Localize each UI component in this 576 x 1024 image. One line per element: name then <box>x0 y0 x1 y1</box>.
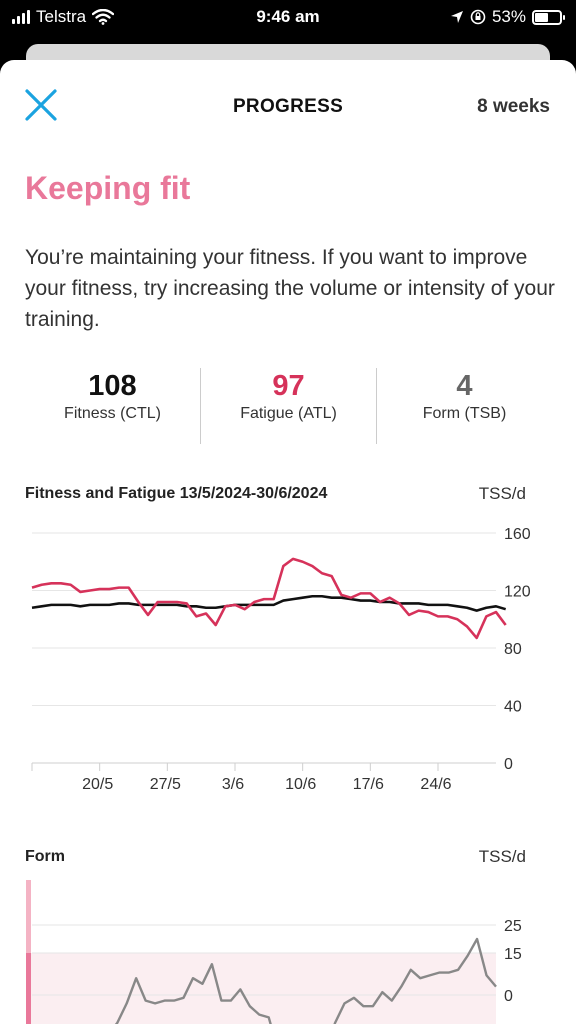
metric-fitness: 108 Fitness (CTL) <box>25 368 200 444</box>
y-tick-label: 25 <box>504 918 522 935</box>
form-chart: 25 15 0 <box>26 880 522 1024</box>
x-tick-label: 20/5 <box>82 776 113 793</box>
form-line <box>114 937 497 1024</box>
orientation-lock-icon <box>470 9 486 25</box>
metric-label: Fatigue (ATL) <box>240 405 337 422</box>
x-tick-label: 10/6 <box>285 776 316 793</box>
carrier: Telstra <box>12 7 115 27</box>
wifi-icon <box>92 9 115 25</box>
metric-form: 4 Form (TSB) <box>376 368 552 444</box>
metric-value: 97 <box>272 370 305 402</box>
status-description: You’re maintaining your fitness. If you … <box>25 246 555 331</box>
training-status-title: Keeping fit <box>25 170 191 206</box>
status-bar: Telstra 9:46 am 53% <box>0 0 576 36</box>
form-zone-marker <box>26 880 31 953</box>
y-tick-label: 15 <box>504 946 522 963</box>
carrier-name: Telstra <box>36 7 87 26</box>
x-tick-label: 17/6 <box>353 776 384 793</box>
fitness-fatigue-chart: 0 40 80 120 160 20/5 27/5 3/6 10/6 17/6 24/6 <box>31 526 531 793</box>
x-tick-label: 24/6 <box>420 776 451 793</box>
close-icon <box>25 89 57 121</box>
fatigue-line <box>31 557 507 640</box>
clock: 9:46 am <box>256 7 320 26</box>
metric-value: 4 <box>456 370 473 402</box>
form-zone-band <box>26 953 496 1024</box>
close-button[interactable] <box>24 88 58 122</box>
y-tick-label: 0 <box>504 988 513 1005</box>
y-tick-label: 40 <box>504 699 522 716</box>
form-zone-marker <box>26 953 31 1024</box>
metrics-row: 108 Fitness (CTL) 97 Fatigue (ATL) 4 For… <box>25 368 552 444</box>
signal-icon <box>12 10 30 24</box>
range-selector[interactable]: 8 weeks <box>477 96 550 117</box>
y-tick-label: 120 <box>504 584 531 601</box>
chart-title-fitness-fatigue: Fitness and Fatigue 13/5/2024-30/6/2024 <box>25 485 328 502</box>
location-icon <box>450 11 463 23</box>
chart-title-form: Form <box>25 848 65 865</box>
x-tick-label: 27/5 <box>150 776 181 793</box>
metric-label: Fitness (CTL) <box>64 405 161 422</box>
chart-unit: TSS/d <box>478 484 526 503</box>
battery-icon <box>532 9 565 25</box>
fitness-line <box>31 594 507 612</box>
metric-label: Form (TSB) <box>422 405 507 422</box>
y-tick-label: 160 <box>504 526 531 543</box>
y-tick-label: 0 <box>504 756 513 773</box>
chart-unit: TSS/d <box>478 847 526 866</box>
progress-sheet: PROGRESS 8 weeks Keeping fit You’re main… <box>0 60 576 1024</box>
y-tick-label: 80 <box>504 641 522 658</box>
metric-value: 108 <box>88 370 137 402</box>
metric-fatigue: 97 Fatigue (ATL) <box>200 368 376 444</box>
x-tick-label: 3/6 <box>222 776 244 793</box>
battery-percent: 53% <box>491 7 526 26</box>
status-right: 53% <box>450 7 565 27</box>
page-title: PROGRESS <box>232 96 344 117</box>
